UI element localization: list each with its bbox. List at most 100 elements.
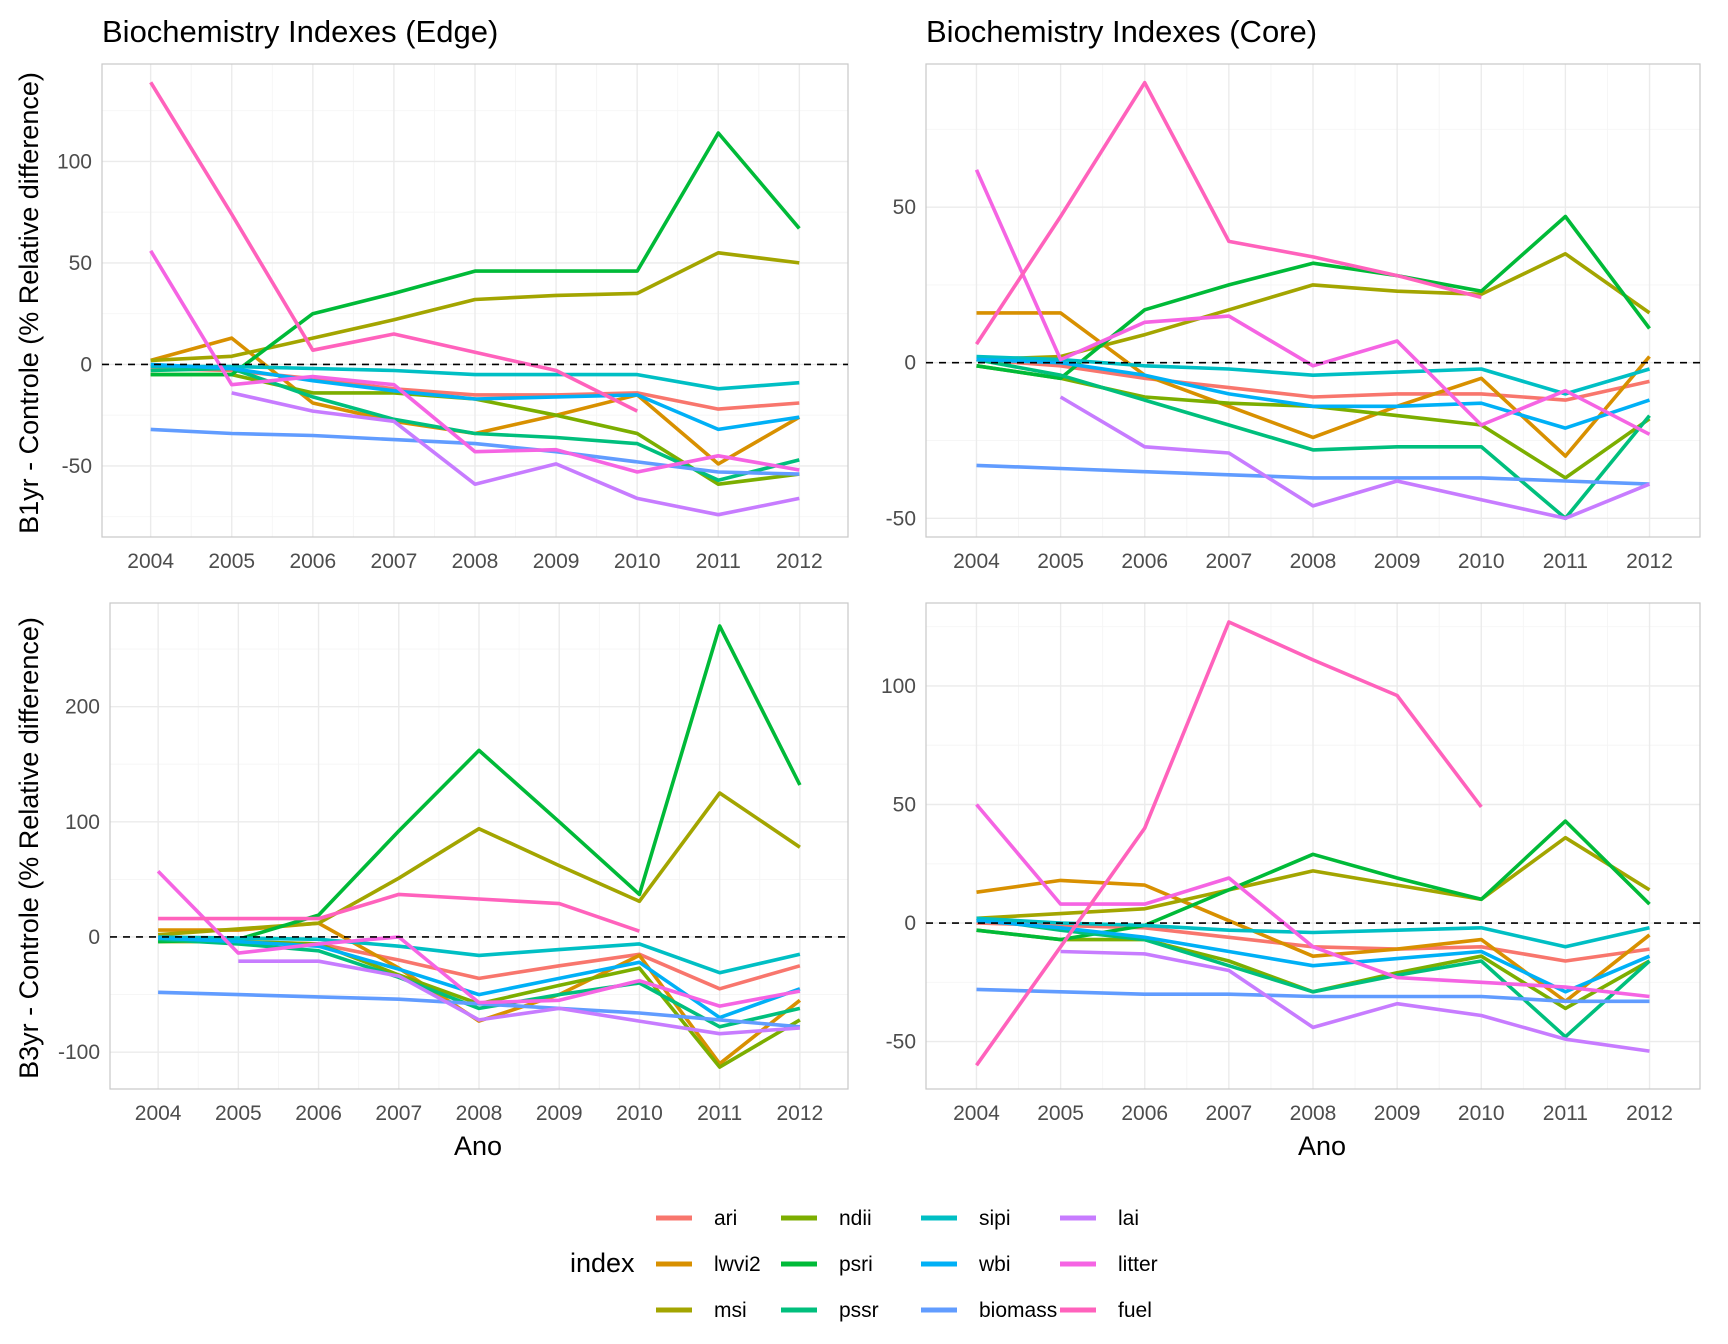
series-line-psri <box>158 624 802 944</box>
legend-label-msi: msi <box>714 1299 747 1322</box>
legend-label-psri: psri <box>839 1253 873 1276</box>
x-tick-label: 2006 <box>289 550 336 573</box>
y-tick-label: 0 <box>88 926 100 949</box>
panel-b3yr-edge: 2004 2005 2006 2007 2008 2009 2010 2011 2012 -100… <box>58 602 849 1125</box>
y-tick-label: -100 <box>58 1041 100 1064</box>
x-tick-label: 2010 <box>616 1102 663 1125</box>
legend-label-ndii: ndii <box>839 1207 872 1230</box>
series-line-lai <box>1060 949 1650 1053</box>
panel-border <box>109 602 849 1090</box>
x-tick-label: 2006 <box>295 1102 342 1125</box>
series-line-biomass <box>150 427 800 476</box>
x-tick-label: 2005 <box>1037 1102 1084 1125</box>
legend-label-wbi: wbi <box>978 1253 1011 1276</box>
y-tick-label: -50 <box>886 1031 916 1054</box>
series-line-lai <box>231 391 800 517</box>
x-tick-label: 2005 <box>208 550 255 573</box>
legend-label-lwvi2: lwvi2 <box>714 1253 761 1276</box>
series-line-wbi <box>150 362 800 432</box>
legend-label-pssr: pssr <box>839 1299 879 1322</box>
legend-title: index <box>570 1248 635 1278</box>
series-line-sipi <box>150 364 800 391</box>
y-tick-label: 50 <box>893 196 916 219</box>
x-tick-label: 2008 <box>1290 550 1337 573</box>
y-tick-label: 100 <box>57 150 92 173</box>
series-line-biomass <box>976 463 1650 486</box>
series-line-litter <box>974 169 1651 436</box>
x-tick-label: 2008 <box>456 1102 503 1125</box>
x-tick-label: 2006 <box>1121 550 1168 573</box>
panel-b1yr-edge: 2004 2005 2006 2007 2008 2009 2010 2011 2012 -50 0… <box>57 63 849 573</box>
series-line-lai <box>238 959 801 1036</box>
series-line-wbi <box>976 918 1651 994</box>
legend-label-sipi: sipi <box>979 1207 1011 1230</box>
x-tick-label: 2009 <box>1374 1102 1421 1125</box>
x-tick-label: 2011 <box>696 550 741 573</box>
x-tick-label: 2009 <box>533 550 580 573</box>
series-line-msi <box>150 251 800 363</box>
x-tick-label: 2004 <box>135 1102 182 1125</box>
legend: index ari lwvi2 msi ndii psri pssr sipi wbi biom… <box>570 1207 1158 1322</box>
y-tick-label: 0 <box>904 912 916 935</box>
x-tick-label: 2007 <box>1206 1102 1253 1125</box>
series-line-sipi <box>976 354 1651 396</box>
series-line-fuel <box>149 81 639 413</box>
series-line-msi <box>157 791 801 937</box>
y-tick-label: 0 <box>904 352 916 375</box>
x-tick-label: 2010 <box>614 550 661 573</box>
y-tick-label: -50 <box>62 455 92 478</box>
legend-label-litter: litter <box>1118 1253 1158 1276</box>
legend-label-fuel: fuel <box>1118 1299 1152 1322</box>
panel-b1yr-core: 2004 2005 2006 2007 2008 2009 2010 2011 2012 -50 0… <box>886 63 1701 573</box>
y-axis-label-b1yr: B1yr - Controle (% Relative difference) <box>14 72 44 534</box>
x-tick-label: 2012 <box>1626 1102 1673 1125</box>
y-tick-label: 50 <box>69 252 92 275</box>
series-line-fuel <box>974 80 1482 346</box>
x-axis-label-left: Ano <box>454 1131 502 1161</box>
x-tick-label: 2011 <box>1543 1102 1588 1125</box>
series-line-litter <box>156 870 801 1008</box>
series-line-pssr <box>157 937 801 1029</box>
x-tick-label: 2012 <box>777 1102 824 1125</box>
x-tick-label: 2011 <box>697 1102 742 1125</box>
series-line-wbi <box>976 357 1651 430</box>
series-line-lwvi2 <box>976 311 1651 458</box>
series-line-biomass <box>976 987 1650 1004</box>
x-tick-label: 2012 <box>1626 550 1673 573</box>
y-tick-label: 200 <box>65 696 100 719</box>
legend-label-biomass: biomass <box>979 1299 1057 1322</box>
x-tick-label: 2008 <box>452 550 499 573</box>
series-line-fuel <box>975 620 1483 1067</box>
series-line-lwvi2 <box>976 878 1651 1004</box>
x-tick-label: 2009 <box>536 1102 583 1125</box>
legend-label-lai: lai <box>1118 1207 1139 1230</box>
series-line-msi <box>976 252 1651 362</box>
x-axis-label-right: Ano <box>1298 1131 1346 1161</box>
x-tick-label: 2004 <box>953 550 1000 573</box>
x-tick-label: 2004 <box>953 1102 1000 1125</box>
y-axis-label-b3yr: B3yr - Controle (% Relative difference) <box>14 617 44 1079</box>
x-tick-label: 2010 <box>1458 550 1505 573</box>
y-tick-label: 0 <box>80 353 92 376</box>
x-tick-label: 2004 <box>127 550 174 573</box>
panel-title-core: Biochemistry Indexes (Core) <box>926 14 1317 49</box>
series-line-litter <box>149 249 800 474</box>
x-tick-label: 2007 <box>1206 550 1253 573</box>
x-tick-label: 2008 <box>1290 1102 1337 1125</box>
panel-border <box>101 63 849 538</box>
series-line-msi <box>976 835 1651 921</box>
x-tick-label: 2006 <box>1121 1102 1168 1125</box>
series-line-fuel <box>158 892 640 933</box>
x-tick-label: 2007 <box>371 550 418 573</box>
legend-label-ari: ari <box>714 1207 737 1230</box>
series-line-psri <box>150 131 801 377</box>
panel-b3yr-core: 2004 2005 2006 2007 2008 2009 2010 2011 2012 -50 0… <box>881 602 1701 1125</box>
series-line-lai <box>1059 395 1651 521</box>
series-line-pssr <box>976 357 1651 521</box>
x-tick-label: 2005 <box>215 1102 262 1125</box>
y-tick-label: 50 <box>893 794 916 817</box>
series-line-sipi <box>158 935 801 975</box>
y-tick-label: -50 <box>886 507 916 530</box>
